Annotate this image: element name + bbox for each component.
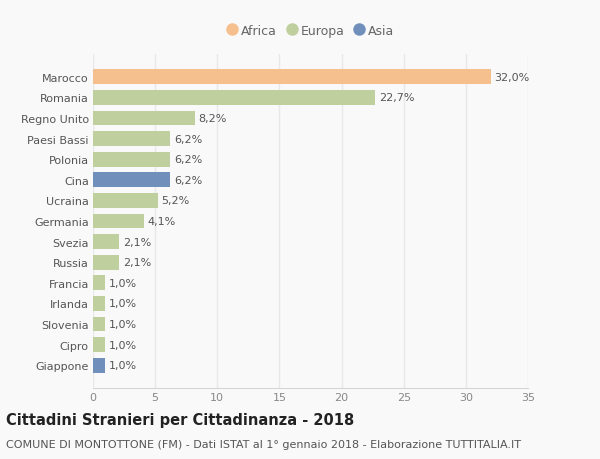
Legend: Africa, Europa, Asia: Africa, Europa, Asia [223, 22, 398, 42]
Text: COMUNE DI MONTOTTONE (FM) - Dati ISTAT al 1° gennaio 2018 - Elaborazione TUTTITA: COMUNE DI MONTOTTONE (FM) - Dati ISTAT a… [6, 440, 521, 449]
Text: 6,2%: 6,2% [174, 155, 202, 165]
Bar [93, 152, 170, 167]
Bar [93, 276, 106, 291]
Text: 2,1%: 2,1% [123, 237, 151, 247]
Bar [93, 214, 144, 229]
Text: 1,0%: 1,0% [109, 299, 137, 308]
Bar [93, 70, 491, 85]
Text: 6,2%: 6,2% [174, 175, 202, 185]
Text: 1,0%: 1,0% [109, 319, 137, 329]
Text: 5,2%: 5,2% [161, 196, 190, 206]
Bar [93, 132, 170, 147]
Bar [93, 317, 106, 331]
Text: 32,0%: 32,0% [494, 73, 530, 83]
Text: 8,2%: 8,2% [199, 114, 227, 123]
Bar [93, 358, 106, 373]
Text: 2,1%: 2,1% [123, 257, 151, 268]
Text: 22,7%: 22,7% [379, 93, 415, 103]
Bar [93, 194, 158, 208]
Text: 1,0%: 1,0% [109, 278, 137, 288]
Bar [93, 235, 119, 249]
Bar [93, 173, 170, 188]
Text: 4,1%: 4,1% [148, 217, 176, 226]
Bar [93, 296, 106, 311]
Text: 6,2%: 6,2% [174, 134, 202, 144]
Text: 1,0%: 1,0% [109, 360, 137, 370]
Bar [93, 255, 119, 270]
Text: 1,0%: 1,0% [109, 340, 137, 350]
Bar [93, 91, 375, 106]
Text: Cittadini Stranieri per Cittadinanza - 2018: Cittadini Stranieri per Cittadinanza - 2… [6, 413, 354, 428]
Bar [93, 337, 106, 352]
Bar [93, 112, 195, 126]
